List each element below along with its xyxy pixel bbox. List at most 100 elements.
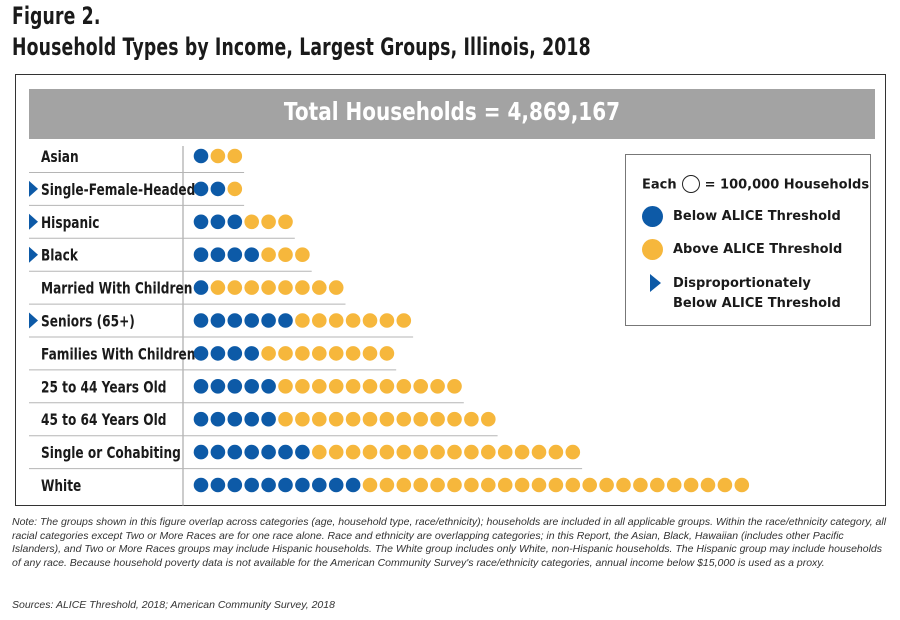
above-alice-dot xyxy=(379,346,395,361)
above-alice-dot xyxy=(599,477,614,493)
above-alice-dot xyxy=(481,411,496,427)
above-alice-dot xyxy=(295,379,310,394)
below-alice-dot xyxy=(193,148,209,164)
category-label: Seniors (65+) xyxy=(41,313,135,331)
above-alice-dot xyxy=(379,444,395,460)
above-alice-dot xyxy=(430,379,445,394)
above-alice-dot xyxy=(379,379,395,394)
below-alice-dot xyxy=(244,411,259,427)
above-alice-dot xyxy=(362,444,378,460)
disproportionate-marker-icon xyxy=(29,246,38,263)
above-alice-dot xyxy=(396,313,412,328)
category-label: 45 to 64 Years Old xyxy=(41,412,166,430)
below-alice-dot xyxy=(210,379,226,394)
below-alice-dot xyxy=(328,477,344,493)
below-alice-dot xyxy=(244,313,259,328)
above-alice-dot xyxy=(531,444,547,460)
above-alice-dot xyxy=(531,477,547,493)
above-alice-dot xyxy=(328,411,344,427)
below-alice-dot xyxy=(278,313,293,328)
category-label: Families With Children xyxy=(41,346,195,364)
below-alice-dot xyxy=(210,214,226,230)
above-alice-dot xyxy=(261,280,276,295)
below-alice-dot xyxy=(345,477,361,493)
above-alice-dot xyxy=(328,379,344,394)
below-alice-dot xyxy=(193,346,209,361)
below-alice-dot xyxy=(193,181,209,197)
above-alice-dot xyxy=(497,444,513,460)
open-circle-icon xyxy=(681,175,700,193)
above-alice-dot xyxy=(464,411,479,427)
below-alice-dot xyxy=(193,214,209,230)
total-households-label: Total Households = 4,869,167 xyxy=(283,97,621,126)
above-alice-dot xyxy=(261,247,276,262)
category-label: Hispanic xyxy=(41,214,100,232)
above-alice-dot xyxy=(666,477,682,493)
below-alice-dot xyxy=(261,477,276,493)
below-alice-dot xyxy=(244,346,259,361)
below-alice-dot xyxy=(193,313,209,328)
below-alice-dot xyxy=(193,379,209,394)
above-alice-dot xyxy=(379,477,395,493)
above-alice-dot xyxy=(261,214,276,230)
category-label: Black xyxy=(41,247,78,265)
below-alice-dot xyxy=(244,444,259,460)
above-alice-dot xyxy=(345,411,361,427)
above-alice-dot xyxy=(278,411,293,427)
legend-disproportionate-label: Disproportionately Below ALICE Threshold xyxy=(673,276,841,311)
figure-label: Figure 2. xyxy=(12,2,101,30)
disproportionate-marker-icon xyxy=(29,213,38,230)
above-alice-dot xyxy=(650,477,665,493)
above-alice-dot xyxy=(295,280,310,295)
above-alice-dot xyxy=(328,444,344,460)
below-alice-dot xyxy=(278,477,293,493)
below-alice-dot xyxy=(210,346,226,361)
below-alice-dot xyxy=(227,214,243,230)
total-households-banner: Total Households = 4,869,167 xyxy=(29,89,875,139)
above-alice-dot xyxy=(497,477,513,493)
above-alice-dot xyxy=(413,477,429,493)
below-alice-dot xyxy=(312,477,327,493)
below-alice-dot xyxy=(227,346,243,361)
above-alice-dot xyxy=(464,477,479,493)
above-alice-dot xyxy=(464,444,479,460)
legend-unit-row: Each = 100,000 Households xyxy=(642,175,869,195)
below-alice-dot xyxy=(227,379,243,394)
yellow-dot-icon xyxy=(642,239,663,260)
above-alice-dot xyxy=(362,477,378,493)
category-label: 25 to 44 Years Old xyxy=(41,379,166,397)
above-alice-dot xyxy=(278,280,293,295)
above-alice-dot xyxy=(278,379,293,394)
above-alice-dot xyxy=(582,477,597,493)
above-alice-dot xyxy=(683,477,699,493)
below-alice-dot xyxy=(261,411,276,427)
triangle-marker-icon xyxy=(650,274,661,292)
above-alice-dot xyxy=(548,444,564,460)
above-alice-dot xyxy=(345,444,361,460)
category-label: Single-Female-Headed xyxy=(41,181,195,199)
above-alice-dot xyxy=(734,477,750,493)
above-alice-dot xyxy=(295,247,310,262)
above-alice-dot xyxy=(328,313,344,328)
disproportionate-marker-icon xyxy=(29,180,38,197)
above-alice-dot xyxy=(430,411,445,427)
chart-frame xyxy=(15,74,886,506)
above-alice-dot xyxy=(278,346,293,361)
above-alice-dot xyxy=(447,477,462,493)
figure-sources: Sources: ALICE Threshold, 2018; American… xyxy=(12,599,335,611)
below-alice-dot xyxy=(193,444,209,460)
above-alice-dot xyxy=(396,411,412,427)
below-alice-dot xyxy=(227,411,243,427)
below-alice-dot xyxy=(244,477,259,493)
above-alice-dot xyxy=(700,477,716,493)
above-alice-dot xyxy=(481,444,496,460)
above-alice-dot xyxy=(616,477,631,493)
above-alice-dot xyxy=(447,411,462,427)
below-alice-dot xyxy=(227,247,243,262)
above-alice-dot xyxy=(717,477,733,493)
above-alice-dot xyxy=(227,280,243,295)
above-alice-dot xyxy=(328,280,344,295)
above-alice-dot xyxy=(362,379,378,394)
below-alice-dot xyxy=(244,379,259,394)
